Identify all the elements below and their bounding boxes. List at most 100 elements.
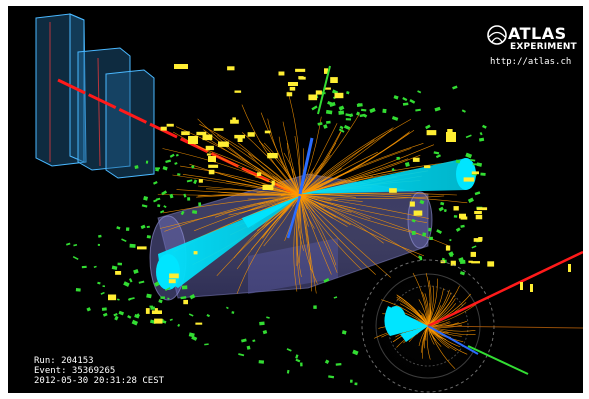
hit	[311, 105, 318, 111]
inset-track	[427, 325, 476, 332]
hit	[323, 278, 330, 283]
track	[299, 194, 425, 257]
hit	[247, 132, 255, 137]
hit	[118, 310, 125, 316]
hit	[413, 210, 423, 216]
hit	[339, 125, 344, 130]
hit	[333, 296, 338, 299]
hit	[131, 319, 139, 326]
hit	[234, 90, 242, 93]
hit	[324, 68, 328, 74]
track	[199, 123, 301, 196]
hit	[412, 157, 420, 162]
inset-track	[418, 299, 429, 327]
inset-track	[426, 325, 431, 360]
hit	[327, 100, 334, 106]
run-number: Run: 204153	[34, 356, 94, 366]
hit	[133, 269, 139, 275]
hit	[338, 105, 345, 111]
track	[299, 194, 468, 204]
track	[172, 131, 301, 196]
hit	[389, 188, 397, 193]
track	[238, 142, 301, 196]
hit	[323, 124, 328, 129]
hit	[419, 199, 425, 205]
hit	[474, 191, 481, 196]
atlas-logo: ATLAS EXPERIMENT http://atlas.ch	[486, 24, 581, 78]
hit	[241, 338, 247, 343]
green-track	[317, 65, 331, 115]
hit	[166, 123, 174, 127]
hit	[116, 226, 121, 230]
hit	[156, 197, 161, 201]
hit	[153, 180, 158, 185]
hit	[455, 227, 461, 232]
hit	[174, 64, 188, 69]
hit	[295, 358, 301, 363]
hit	[202, 134, 213, 141]
track	[299, 128, 344, 196]
hit	[160, 296, 165, 299]
hit	[480, 172, 486, 176]
hit	[180, 296, 187, 300]
hit	[154, 318, 163, 324]
hit	[137, 246, 147, 250]
hit	[328, 375, 335, 379]
hit	[345, 118, 352, 121]
hit	[177, 323, 181, 327]
track	[299, 129, 392, 196]
track	[172, 174, 301, 196]
inset-track	[427, 285, 434, 327]
logo-title: ATLAS	[508, 24, 567, 43]
hit	[259, 321, 265, 326]
hit	[338, 110, 345, 115]
hit	[426, 130, 437, 136]
hit	[349, 379, 353, 383]
hit	[434, 106, 441, 112]
track	[176, 189, 301, 196]
hit	[443, 208, 447, 213]
hit	[335, 362, 342, 366]
hit	[417, 90, 422, 94]
hit	[465, 152, 473, 159]
hit	[468, 260, 473, 263]
hit	[476, 162, 483, 167]
track	[282, 121, 301, 196]
hit	[196, 131, 207, 136]
track	[299, 194, 445, 199]
hit	[160, 126, 167, 131]
track	[287, 91, 301, 196]
hit	[440, 201, 445, 206]
hit	[349, 113, 354, 118]
event-number: Event: 35369265	[34, 366, 116, 376]
electron-track	[298, 137, 314, 195]
hit	[324, 359, 330, 365]
hit	[278, 71, 285, 76]
hit	[125, 227, 130, 231]
hit	[169, 153, 175, 158]
hit	[213, 128, 224, 131]
hit	[117, 262, 123, 266]
hit	[346, 91, 350, 95]
hit	[467, 197, 474, 203]
hit	[218, 141, 229, 147]
hit	[154, 308, 158, 311]
hit	[151, 310, 162, 314]
track	[299, 194, 348, 227]
hit	[343, 124, 351, 130]
hit	[256, 172, 262, 176]
hit	[447, 129, 453, 134]
hit	[252, 339, 256, 342]
hit	[315, 90, 322, 95]
hit	[452, 85, 458, 90]
hit	[478, 137, 485, 142]
hit	[317, 122, 323, 126]
yellow-hits	[108, 64, 495, 325]
hit	[360, 108, 367, 112]
hit	[231, 311, 235, 314]
hit	[324, 87, 331, 90]
hit	[267, 153, 278, 159]
hit	[165, 159, 172, 164]
hit	[127, 314, 132, 319]
hit	[226, 306, 229, 310]
